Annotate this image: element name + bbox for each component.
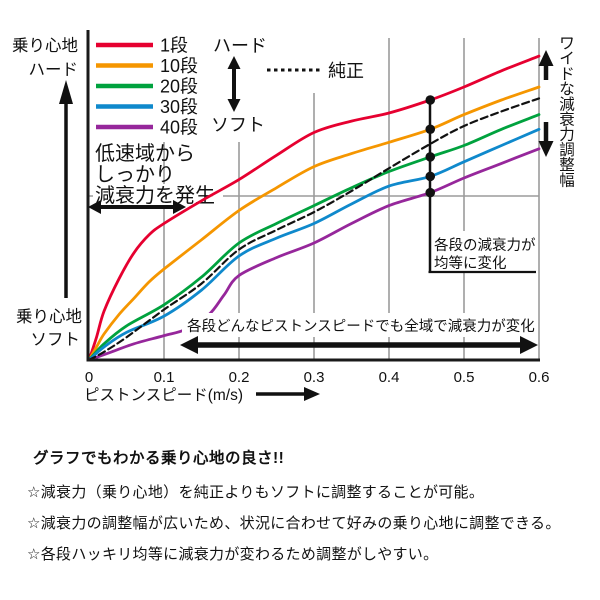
legend-hard-label: ハード — [213, 36, 267, 56]
legend-label-40段: 40段 — [160, 118, 198, 138]
legend-label-20段: 20段 — [160, 77, 198, 97]
wide-range-label-char-9: 幅 — [559, 171, 575, 189]
curve-40段 — [87, 147, 541, 362]
footer-bullet-2: ☆減衰力の調整幅が広いため、状況に合わせて好みの乗り心地に調整できる。 — [27, 515, 561, 532]
annotation-low-speed-line2: しっかり — [95, 164, 175, 186]
x-axis-title: ピストンスピード(m/s) — [84, 387, 243, 404]
marker-dot-1段 — [425, 95, 436, 105]
hard-soft-arrow-down-head — [227, 99, 241, 112]
low-speed-range-arrow-right-head — [173, 200, 186, 214]
low-speed-range-arrow-left-head — [88, 200, 101, 214]
marker-dot-30段 — [425, 171, 436, 182]
x-tick-0.4: 0.4 — [379, 369, 400, 386]
x-tick-0.6: 0.6 — [529, 369, 550, 386]
axes — [86, 30, 540, 362]
chart-canvas: 低速域から しっかり 減衰力を発生 各段どんなピストンスピードでも全域で減衰力が… — [12, 30, 575, 405]
x-tick-0: 0 — [85, 369, 93, 386]
footer-text-block: グラフでもわかる乗り心地の良さ!! ☆減衰力（乗り心地）を純正よりもソフトに調整… — [0, 430, 600, 564]
wide-range-label-char-2: ド — [559, 66, 575, 83]
curve-series — [87, 54, 541, 362]
x-axis-direction-arrow-head — [304, 387, 320, 401]
marker-dot-10段 — [425, 124, 436, 135]
wide-range-label-char-1: イ — [559, 51, 575, 68]
annotation-low-speed-line3: 減衰力を発生 — [95, 184, 215, 207]
footer-bullet-1: ☆減衰力（乗り心地）を純正よりもソフトに調整することが可能。 — [27, 484, 485, 501]
wide-range-label-char-6: 力 — [559, 126, 575, 144]
curve-30段 — [87, 127, 541, 362]
wide-range-down-arrow-head — [538, 141, 554, 157]
y-axis-top-label-line1: 乗り心地 — [12, 36, 78, 55]
wide-range-label-char-0: ワ — [559, 36, 575, 53]
wide-range-label-char-8: 整 — [559, 156, 575, 174]
legend-label-30段: 30段 — [160, 97, 198, 117]
y-axis-top-label-line2: ハード — [29, 61, 79, 79]
annotation-full-range-bg — [182, 313, 538, 337]
y-axis-bottom-label-line2: ソフト — [31, 331, 81, 349]
wide-range-label-char-4: 減 — [559, 95, 575, 113]
legend-stock-label: 純正 — [328, 61, 364, 81]
footer-bullet-3: ☆各段ハッキリ均等に減衰力が変わるため調整がしやすい。 — [27, 546, 439, 563]
x-tick-0.2: 0.2 — [229, 369, 250, 386]
y-axis-bottom-label-line1: 乗り心地 — [16, 307, 82, 326]
curve-純正 — [87, 97, 541, 362]
full-range-arrow-left-head — [180, 336, 198, 354]
wide-range-label-char-3: な — [559, 80, 575, 98]
annotation-low-speed-line1: 低速域から — [95, 142, 195, 165]
hard-soft-arrow-up-head — [227, 56, 241, 69]
marker-dot-20段 — [425, 152, 436, 162]
annotation-full-range-label: 各段どんなピストンスピードでも全域で減衰力が変化 — [187, 317, 535, 335]
curve-20段 — [87, 113, 541, 362]
arrows — [59, 50, 554, 401]
annotation-full-range: 各段どんなピストンスピードでも全域で減衰力が変化 — [182, 313, 538, 337]
y-axis-hard-arrow-head — [59, 80, 73, 104]
curve-10段 — [87, 85, 541, 362]
annotation-low-speed: 低速域から しっかり 減衰力を発生 — [93, 142, 223, 207]
x-tick-0.3: 0.3 — [304, 369, 325, 386]
annotation-equal-steps-bg — [433, 231, 537, 271]
x-axis-tick-labels: 0 0.1 0.2 0.3 0.4 0.5 0.6 — [85, 369, 550, 386]
axis-labels: 乗り心地 ハード 乗り心地 ソフト 0 0.1 0.2 0.3 0.4 0.5 0.6 ピス… — [12, 36, 575, 405]
series-dot-markers — [425, 95, 436, 198]
legend-extras: ハード ソフト 純正 — [211, 36, 364, 135]
curve-1段 — [87, 54, 541, 362]
legend-label-1段: 1段 — [160, 36, 188, 56]
legend-label-10段: 10段 — [160, 56, 198, 76]
x-tick-0.5: 0.5 — [454, 369, 475, 386]
annotation-equal-steps-line2: 均等に変化 — [434, 254, 507, 272]
wide-range-label-char-5: 衰 — [559, 111, 575, 129]
annotation-equal-steps: 各段の減衰力が 均等に変化 — [428, 100, 537, 274]
legend-soft-label: ソフト — [211, 115, 265, 135]
wide-range-label-char-7: 調 — [559, 141, 575, 159]
footer-headline: グラフでもわかる乗り心地の良さ!! — [33, 450, 285, 467]
x-tick-0.1: 0.1 — [154, 369, 175, 386]
marker-dot-40段 — [425, 187, 436, 198]
full-range-arrow-right-head — [520, 336, 538, 354]
damping-force-chart: 低速域から しっかり 減衰力を発生 各段どんなピストンスピードでも全域で減衰力が… — [12, 30, 575, 405]
annotation-equal-steps-line1: 各段の減衰力が — [434, 237, 536, 254]
wide-range-up-arrow-head — [538, 50, 554, 66]
annotation-low-speed-bg — [93, 184, 223, 205]
